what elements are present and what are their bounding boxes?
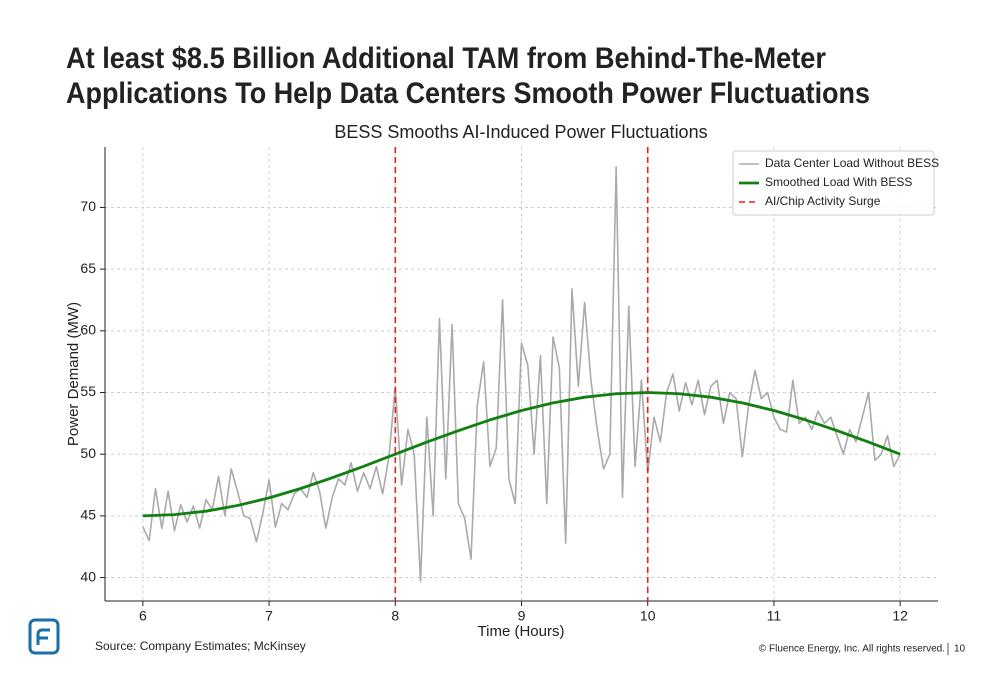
x-tick-label: 7 — [265, 608, 273, 624]
x-tick-label: 6 — [139, 608, 147, 624]
y-tick-label: 60 — [80, 322, 96, 338]
legend-box — [732, 150, 935, 216]
series-line — [142, 165, 901, 583]
y-tick-label: 45 — [80, 507, 96, 523]
y-axis-label: Power Demand (MW) — [65, 302, 82, 446]
y-tick-label: 40 — [80, 568, 96, 584]
x-tick-label: 9 — [518, 608, 526, 624]
source: Source: Company Estimates; McKinsey — [95, 639, 306, 653]
legend-label: Smoothed Load With BESS — [765, 175, 912, 189]
x-tick-label: 10 — [640, 608, 656, 624]
slide-title: Applications To Help Data Centers Smooth… — [66, 77, 870, 110]
chart-title: BESS Smooths AI-Induced Power Fluctuatio… — [334, 122, 707, 142]
legend-label: Data Center Load Without BESS — [765, 156, 939, 170]
x-tick-label: 12 — [892, 608, 908, 624]
page-number: 10 — [954, 644, 966, 655]
y-tick-label: 70 — [80, 198, 96, 214]
legend-label: AI/Chip Activity Surge — [765, 194, 881, 208]
y-tick-label: 50 — [80, 445, 96, 461]
logo — [28, 618, 60, 655]
y-tick-label: 55 — [80, 383, 96, 399]
x-tick-label: 11 — [767, 608, 782, 624]
x-tick-label: 8 — [391, 608, 399, 624]
footer: © Fluence Energy, Inc. All rights reserv… — [759, 644, 945, 655]
series-line — [142, 391, 901, 518]
plot: 40 45 50 55 60 65 70 6 7 8 9 10 11 12 Data Center Load… — [80, 147, 939, 624]
y-tick-label: 65 — [80, 260, 96, 276]
x-axis-label: Time (Hours) — [478, 623, 565, 640]
slide-title: At least $8.5 Billion Additional TAM fro… — [66, 42, 826, 75]
